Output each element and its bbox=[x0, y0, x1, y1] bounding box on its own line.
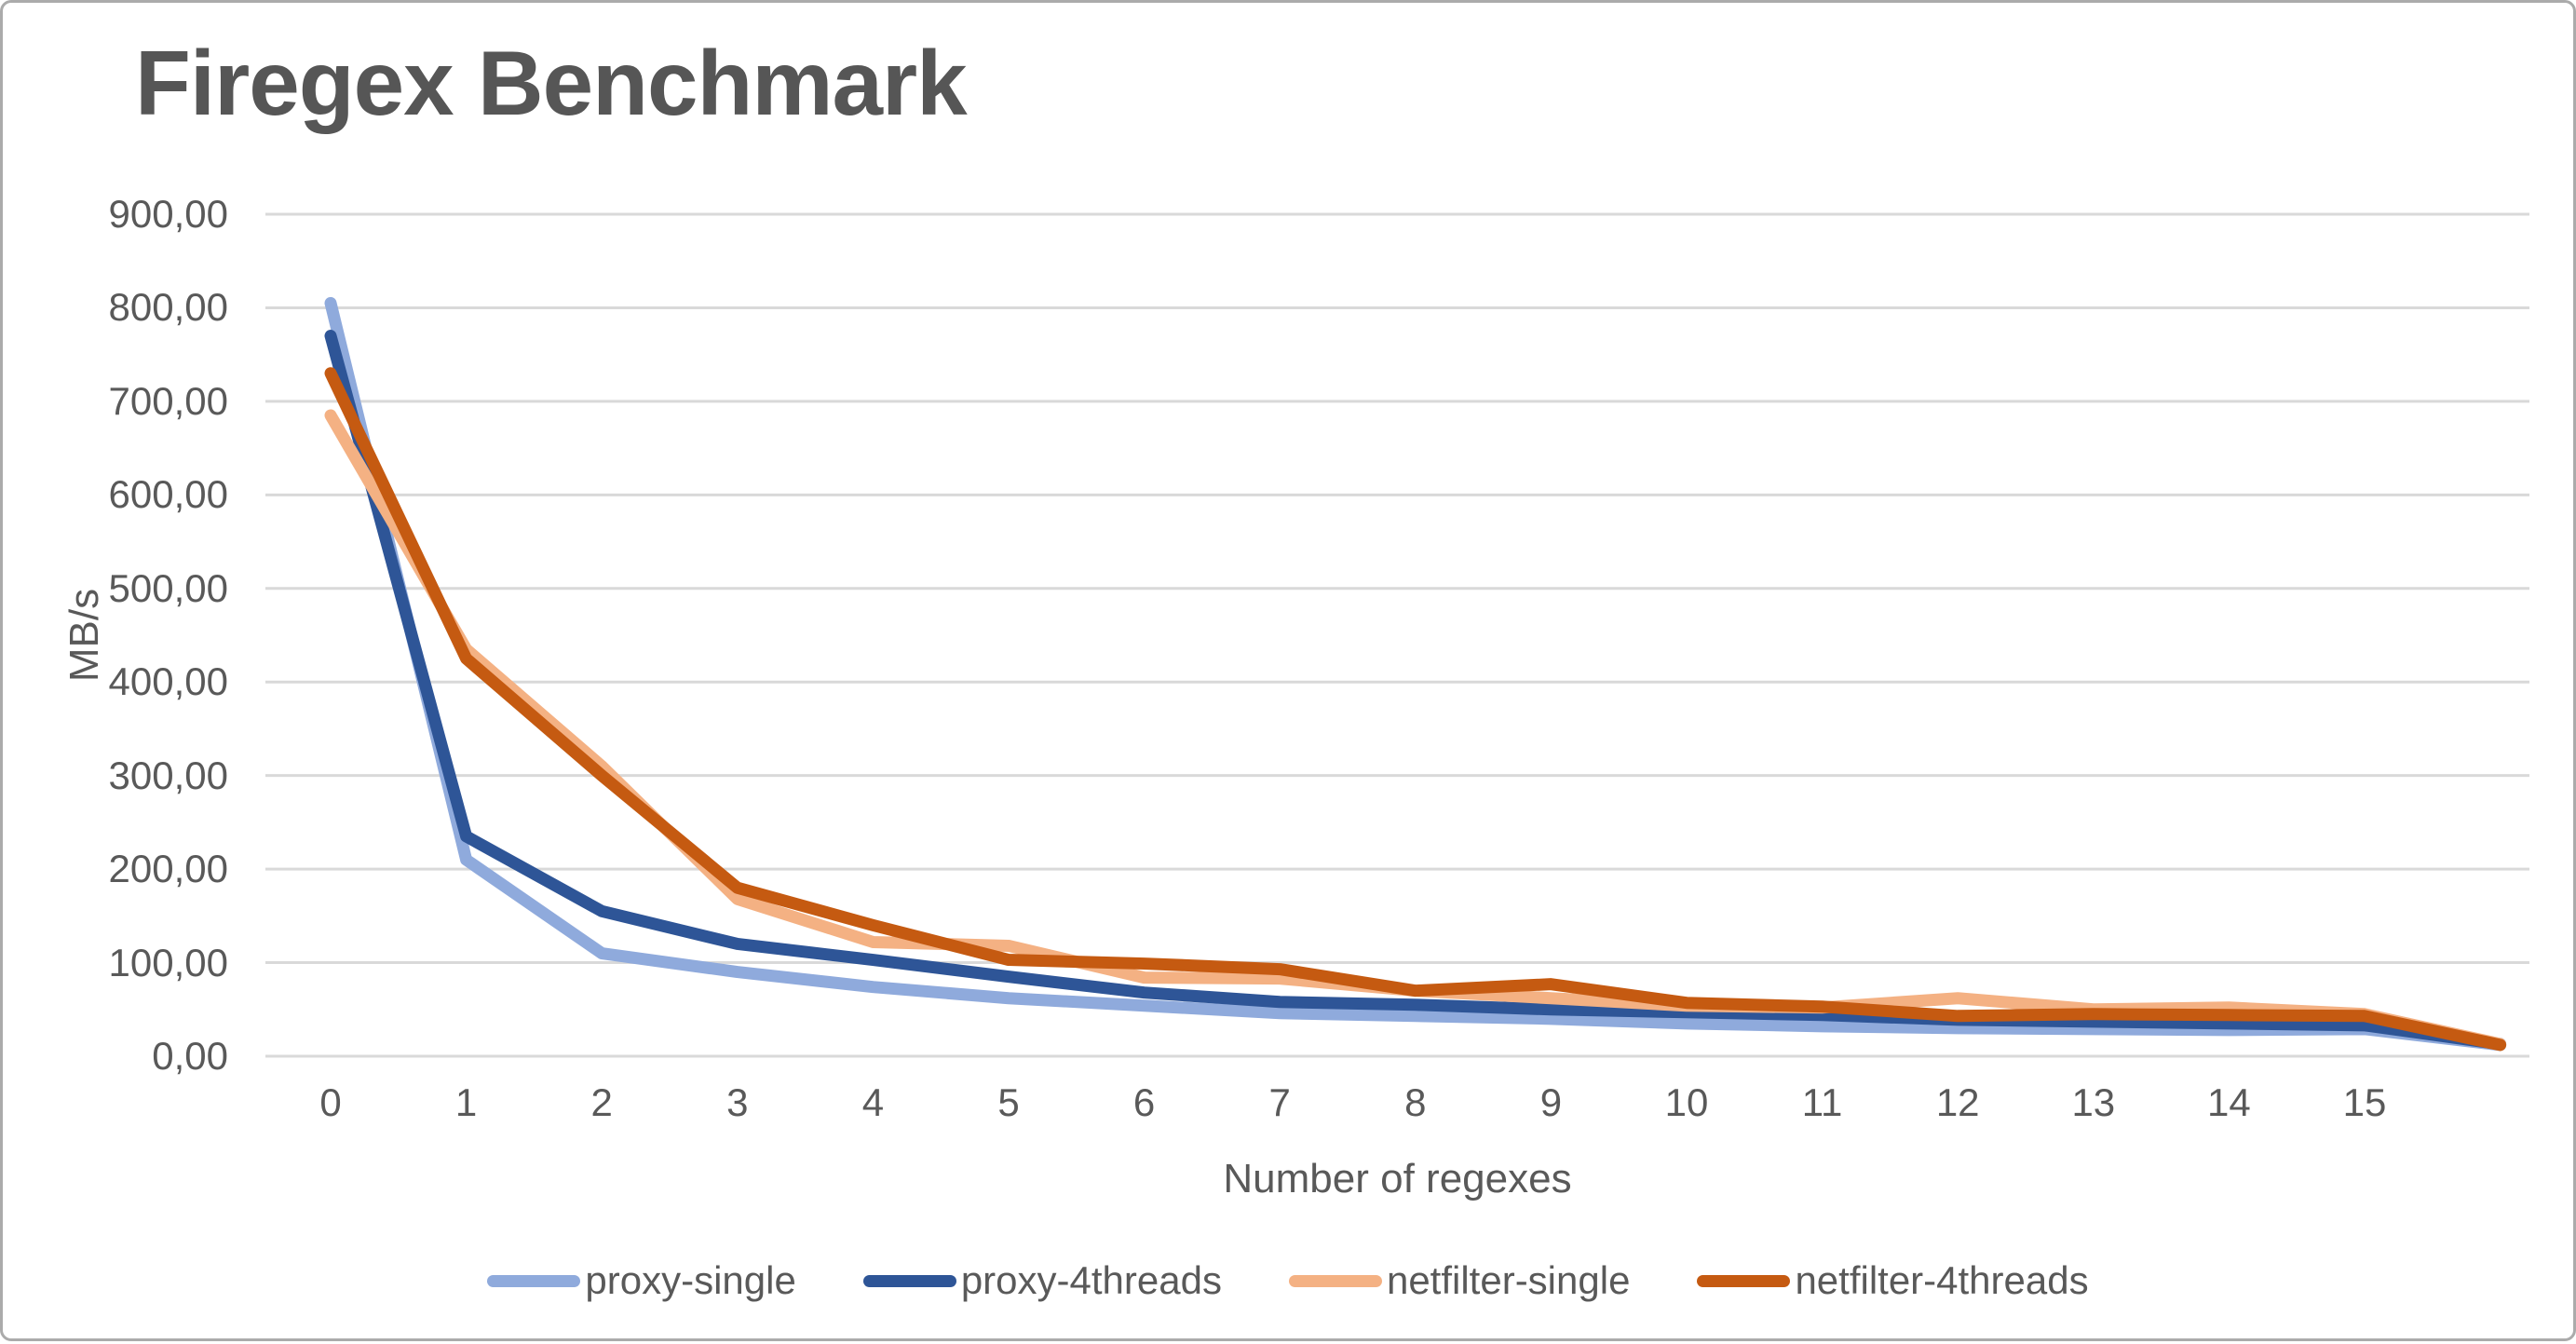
x-tick-label: 7 bbox=[1268, 1080, 1291, 1124]
y-tick-label: 200,00 bbox=[108, 847, 228, 891]
legend-label: proxy-4threads bbox=[960, 1258, 1222, 1302]
x-tick-label: 10 bbox=[1664, 1080, 1709, 1124]
legend-item-netfilter-4threads: netfilter-4threads bbox=[1697, 1258, 2089, 1303]
series-line-netfilter-4threads bbox=[324, 367, 2507, 1052]
y-tick-label: 300,00 bbox=[108, 753, 228, 797]
legend-swatch-icon bbox=[487, 1274, 581, 1287]
legend-item-netfilter-single: netfilter-single bbox=[1288, 1258, 1631, 1303]
series-line-proxy-single bbox=[324, 296, 2507, 1052]
x-tick-label: 8 bbox=[1404, 1080, 1427, 1124]
y-tick-label: 900,00 bbox=[108, 192, 228, 236]
y-tick-label: 600,00 bbox=[108, 472, 228, 517]
legend: proxy-single proxy-4threads netfilter-sing… bbox=[3, 1258, 2573, 1303]
x-tick-label: 14 bbox=[2207, 1080, 2251, 1124]
legend-swatch-icon bbox=[862, 1274, 956, 1287]
y-tick-label: 800,00 bbox=[108, 285, 228, 330]
x-tick-label: 0 bbox=[319, 1080, 342, 1124]
legend-swatch-icon bbox=[1288, 1274, 1382, 1287]
legend-swatch-icon bbox=[1697, 1274, 1791, 1287]
x-tick-label: 4 bbox=[861, 1080, 885, 1124]
x-tick-label: 15 bbox=[2342, 1080, 2387, 1124]
legend-item-proxy-4threads: proxy-4threads bbox=[862, 1258, 1222, 1303]
x-tick-label: 2 bbox=[590, 1080, 613, 1124]
y-tick-label: 500,00 bbox=[108, 565, 228, 610]
legend-label: proxy-single bbox=[585, 1258, 796, 1302]
x-tick-label: 11 bbox=[1801, 1080, 1843, 1124]
y-tick-label: 0,00 bbox=[152, 1034, 228, 1078]
series-line-netfilter-single bbox=[324, 409, 2507, 1051]
x-tick-label: 12 bbox=[1935, 1080, 1980, 1124]
series-line-proxy-4threads bbox=[324, 330, 2507, 1051]
x-tick-label: 9 bbox=[1539, 1080, 1563, 1124]
legend-label: netfilter-4threads bbox=[1795, 1258, 2089, 1302]
chart-title: Firegex Benchmark bbox=[135, 32, 968, 134]
x-tick-label: 6 bbox=[1132, 1080, 1156, 1124]
legend-item-proxy-single: proxy-single bbox=[487, 1258, 796, 1303]
legend-label: netfilter-single bbox=[1386, 1258, 1631, 1302]
x-tick-label: 1 bbox=[454, 1080, 478, 1124]
plot-area bbox=[265, 212, 2529, 1058]
y-tick-label: 700,00 bbox=[108, 378, 228, 423]
x-tick-label: 13 bbox=[2071, 1080, 2116, 1124]
x-tick-label: 3 bbox=[726, 1080, 749, 1124]
x-tick-label: 5 bbox=[997, 1080, 1020, 1124]
x-axis-title: Number of regexes bbox=[1223, 1156, 1572, 1201]
y-tick-label: 400,00 bbox=[108, 659, 228, 704]
y-tick-label: 100,00 bbox=[108, 940, 228, 984]
